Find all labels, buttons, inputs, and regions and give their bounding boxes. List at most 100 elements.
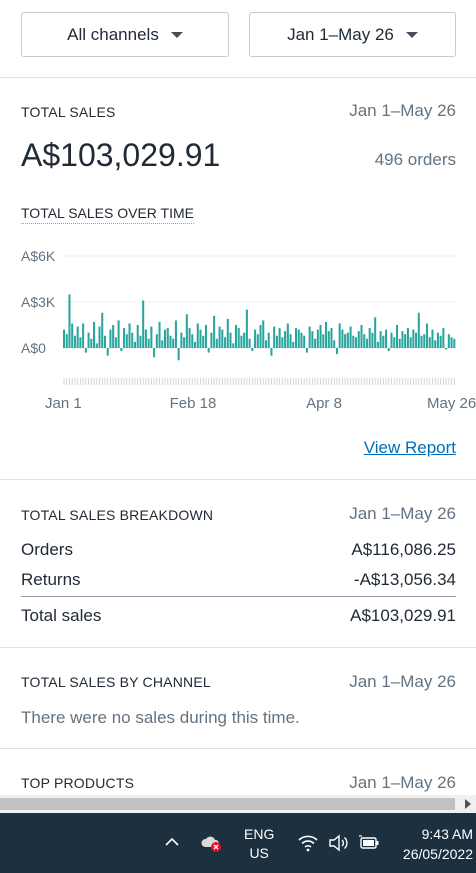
chart-bar[interactable] [453,338,456,348]
chart-bar[interactable] [264,340,268,348]
chart-bar[interactable] [417,312,420,348]
chart-bar[interactable] [450,337,453,348]
chart-bar[interactable] [103,335,106,348]
chart-bar[interactable] [404,334,407,348]
chart-bar[interactable] [63,329,66,348]
chart-bar[interactable] [136,325,139,348]
chart-bar[interactable] [325,321,328,348]
chart-bar[interactable] [335,348,338,355]
chart-bar[interactable] [199,329,202,348]
view-report-link[interactable]: View Report [363,438,456,457]
system-clock[interactable]: 9:43 AM 26/05/2022 [403,824,473,864]
chart-bar[interactable] [90,338,93,348]
chart-bar[interactable] [398,338,401,348]
chart-bar[interactable] [144,329,147,348]
chart-bar[interactable] [114,337,117,348]
chart-bar[interactable] [112,325,115,348]
chart-bar[interactable] [158,321,161,348]
chart-bar[interactable] [259,325,262,348]
chart-bar[interactable] [289,334,292,348]
chart-bar[interactable] [385,329,388,348]
chart-bar[interactable] [207,348,210,353]
chart-bar[interactable] [240,335,243,348]
chart-bar[interactable] [71,323,74,348]
chart-bar[interactable] [442,328,445,348]
chart-bar[interactable] [387,348,390,352]
chart-bar[interactable] [161,340,164,348]
chart-bar[interactable] [412,329,415,348]
scrollbar-thumb[interactable] [0,798,455,810]
chart-bar[interactable] [191,334,194,348]
chart-bar[interactable] [434,340,437,348]
chart-bar[interactable] [76,326,79,348]
chart-bar[interactable] [439,335,442,348]
chart-bar[interactable] [234,325,237,348]
chart-bar[interactable] [237,328,240,348]
chart-bar[interactable] [300,332,303,348]
chart-bar[interactable] [84,348,87,353]
chart-bar[interactable] [185,314,188,348]
chart-bar[interactable] [229,332,232,348]
chart-bar[interactable] [428,337,431,348]
chart-bar[interactable] [360,325,363,348]
chart-bar[interactable] [379,331,382,348]
chart-bar[interactable] [401,331,404,348]
chart-bar[interactable] [106,348,109,356]
chart-bar[interactable] [68,294,71,348]
chart-bar[interactable] [368,328,371,348]
chart-bar[interactable] [245,309,248,348]
chart-bar[interactable] [215,338,218,348]
chart-bar[interactable] [224,337,227,348]
chart-bar[interactable] [425,323,429,348]
chart-bar[interactable] [150,326,153,348]
chart-bar[interactable] [338,323,341,348]
chart-bar[interactable] [147,338,150,348]
chart-bar[interactable] [251,348,254,352]
volume-icon[interactable] [327,833,349,858]
chart-bar[interactable] [177,348,180,361]
chart-bar[interactable] [322,334,325,348]
chart-bar[interactable] [183,337,186,348]
language-indicator[interactable]: ENG US [244,825,274,863]
chart-bar[interactable] [133,341,137,348]
chart-bar[interactable] [314,338,317,348]
chart-bar[interactable] [117,320,120,348]
chart-bar[interactable] [169,335,172,348]
chart-bar[interactable] [330,328,333,348]
chart-bar[interactable] [221,329,224,348]
chart-bar[interactable] [120,348,123,352]
chart-bar[interactable] [297,329,300,348]
chart-bar[interactable] [232,343,235,348]
chart-bar[interactable] [79,337,82,348]
chart-bar[interactable] [155,334,158,348]
chart-bar[interactable] [172,338,175,348]
chart-bar[interactable] [153,348,156,358]
chart-bar[interactable] [93,321,96,348]
chart-bar[interactable] [327,331,330,348]
chart-bar[interactable] [316,329,319,348]
chart-bar[interactable] [363,334,366,348]
chart-bar[interactable] [303,335,306,348]
date-range-dropdown[interactable]: Jan 1–May 26 [249,12,456,57]
channels-dropdown[interactable]: All channels [21,12,229,57]
chart-bar[interactable] [365,338,368,348]
chart-bar[interactable] [278,328,281,348]
chart-bar[interactable] [180,332,183,348]
chart-bar[interactable] [294,328,298,348]
chart-bar[interactable] [382,335,385,348]
chart-bar[interactable] [409,337,412,348]
chart-bar[interactable] [390,332,393,348]
chart-bar[interactable] [213,315,216,348]
chart-bar[interactable] [210,332,213,348]
chart-bar[interactable] [284,331,287,348]
chart-bar[interactable] [281,337,284,348]
chart-bar[interactable] [447,334,450,348]
chart-bar[interactable] [423,334,426,348]
chart-bar[interactable] [275,335,278,348]
chart-bar[interactable] [355,337,358,348]
chart-bar[interactable] [374,317,377,348]
chart-bar[interactable] [431,329,434,348]
chart-bar[interactable] [436,332,439,348]
chart-bar[interactable] [226,318,229,348]
chart-bar[interactable] [128,323,131,348]
